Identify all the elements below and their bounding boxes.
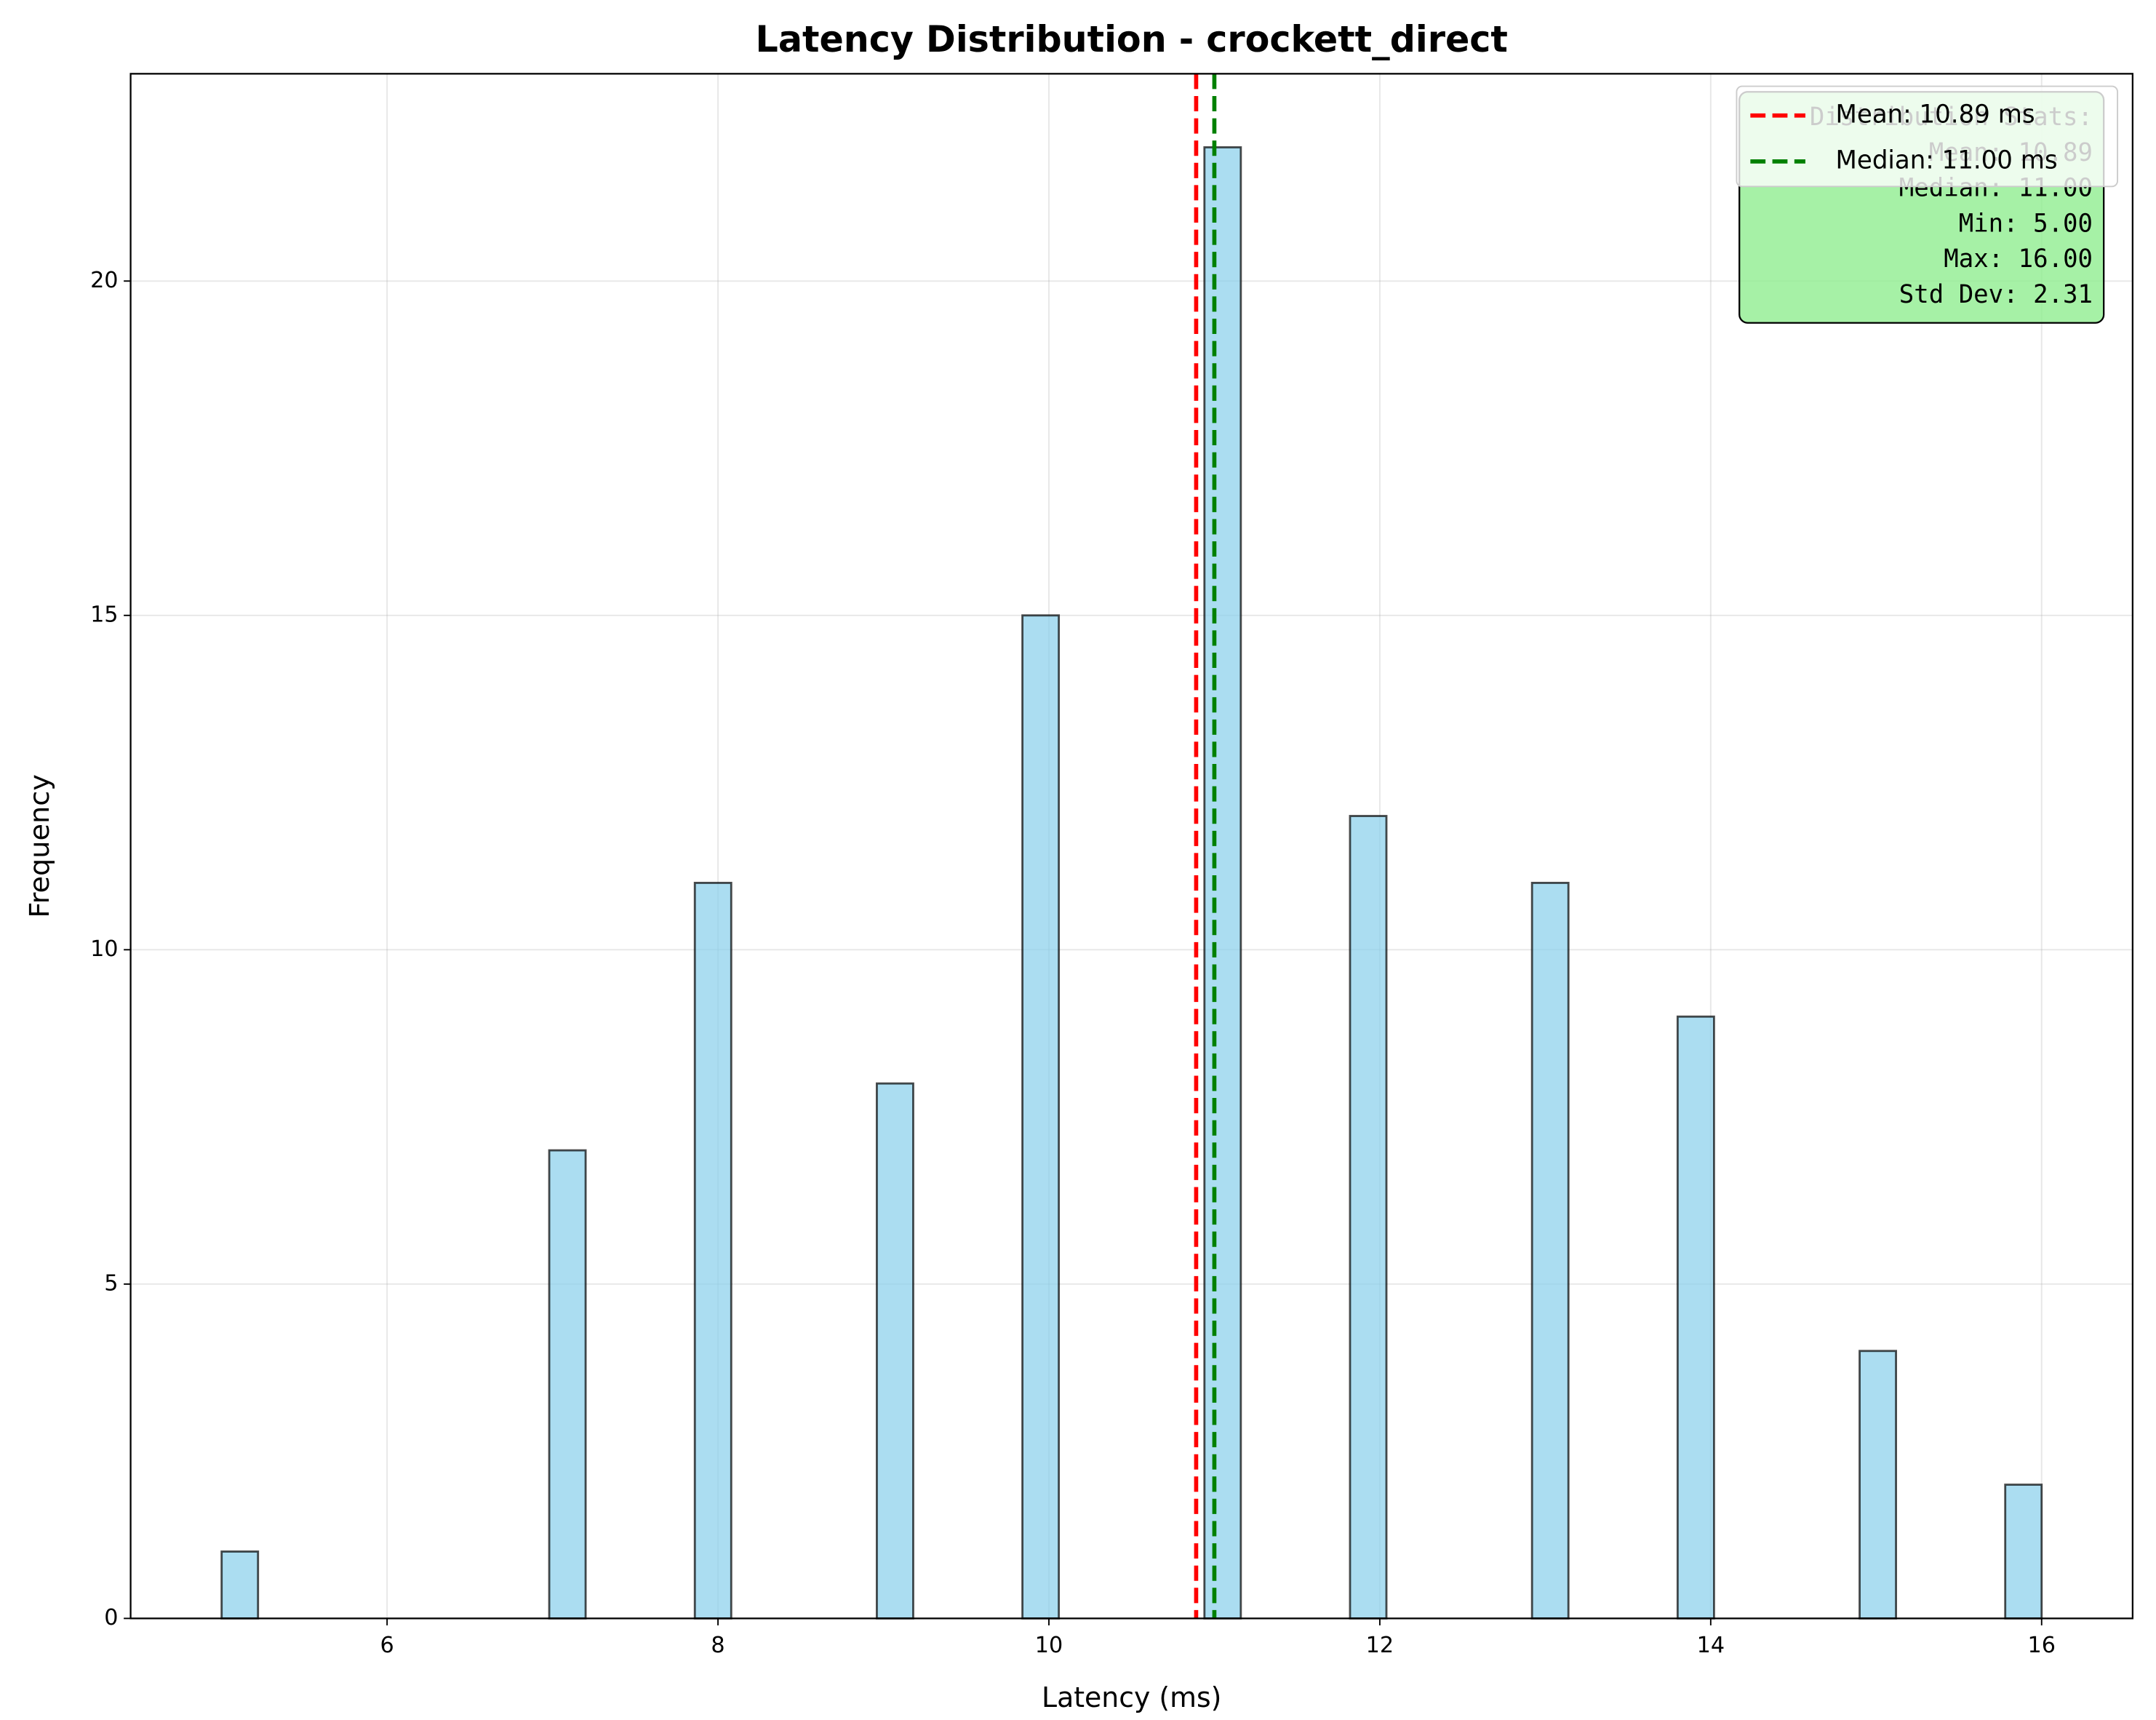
y-tick-label: 20 [90,268,118,293]
stats-line: Max: 16.00 [1944,244,2093,274]
bar [1530,881,1570,1620]
legend-box [1736,85,2119,188]
bar [2004,1484,2043,1620]
x-tick-label: 6 [380,1633,394,1658]
y-tick-label: 15 [90,602,118,627]
stats-line: Std Dev: 2.31 [1899,280,2093,309]
bar [1203,146,1242,1620]
y-axis-label: Frequency [23,774,55,918]
y-tick-label: 5 [104,1270,118,1296]
axes-frame [129,73,2133,1620]
y-tick-label: 10 [90,936,118,962]
x-tick-label: 12 [1366,1633,1394,1658]
x-tick-label: 8 [711,1633,724,1658]
bar [548,1149,587,1620]
bar [693,881,732,1620]
bar [1858,1350,1898,1620]
x-tick-label: 16 [2028,1633,2056,1658]
legend-label: Mean: 10.89 ms [1836,100,2035,129]
stats-line: Min: 5.00 [1959,209,2093,238]
bar [1676,1015,1715,1620]
bar [1349,815,1388,1620]
legend-label: Median: 11.00 ms [1836,146,2058,175]
chart-title: Latency Distribution - crockett_direct [756,18,1508,60]
bar [1021,614,1061,1620]
bar [876,1082,914,1620]
bar [220,1550,260,1620]
x-tick-label: 10 [1035,1633,1063,1658]
x-tick-label: 14 [1697,1633,1725,1658]
x-axis-label: Latency (ms) [1042,1681,1221,1713]
y-tick-label: 0 [104,1605,118,1631]
